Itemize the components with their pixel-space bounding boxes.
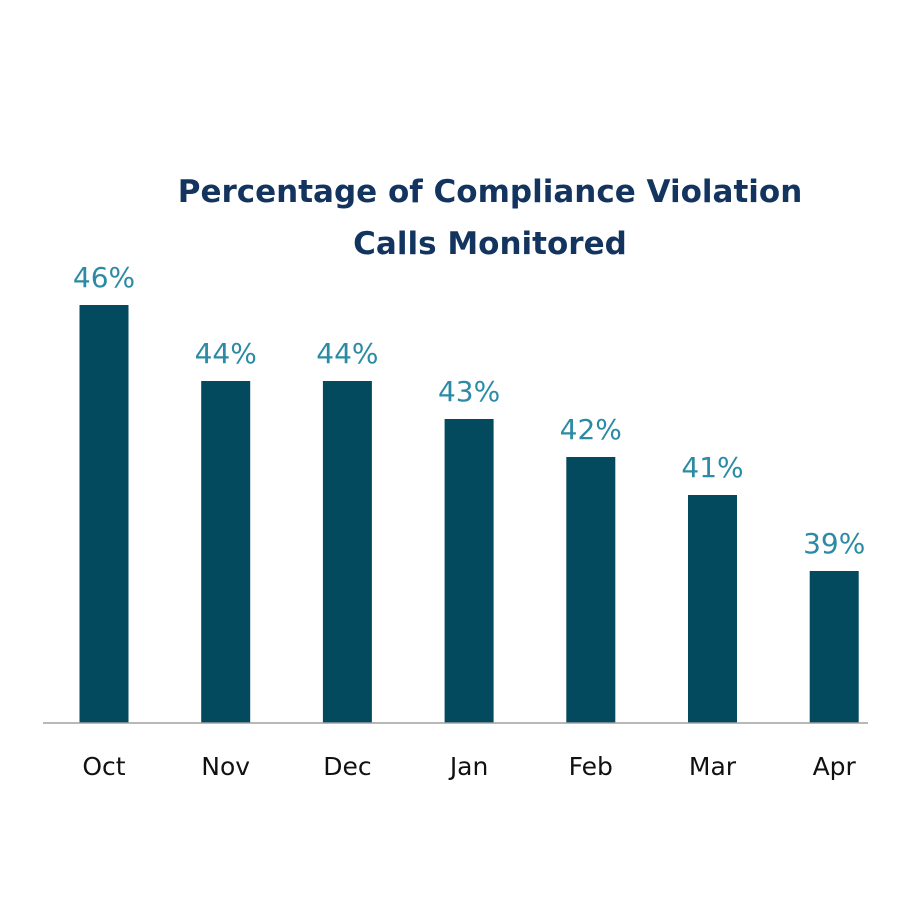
bar-apr [809,571,859,723]
value-label-jan: 43% [438,375,500,408]
tick-label-jan: Jan [448,752,489,781]
bar-oct [79,305,129,723]
chart-title-line-1: Percentage of Compliance Violation [177,174,803,210]
value-label-nov: 44% [195,337,257,370]
value-label-feb: 42% [560,413,622,446]
value-label-apr: 39% [803,527,865,560]
tick-label-feb: Feb [569,752,613,781]
bar-jan [444,419,494,723]
value-label-mar: 41% [681,451,743,484]
chart-title-line-2: Calls Monitored [353,226,627,262]
value-label-oct: 46% [73,261,135,294]
bar-feb [566,457,616,723]
value-label-dec: 44% [316,337,378,370]
bar-dec [322,381,372,723]
bar-mar [688,495,737,723]
tick-labels-group: Oct Nov Dec Jan Feb Mar Apr [82,752,856,781]
tick-label-dec: Dec [323,752,371,781]
tick-label-apr: Apr [813,752,857,781]
chart-title: Percentage of Compliance Violation Calls… [130,166,850,270]
bar-nov [201,381,251,723]
tick-label-mar: Mar [689,752,737,781]
value-labels-group: 46% 44% 44% 43% 42% 41% 39% [73,261,865,560]
tick-label-nov: Nov [201,752,250,781]
bars-group [79,305,859,723]
tick-label-oct: Oct [82,752,125,781]
